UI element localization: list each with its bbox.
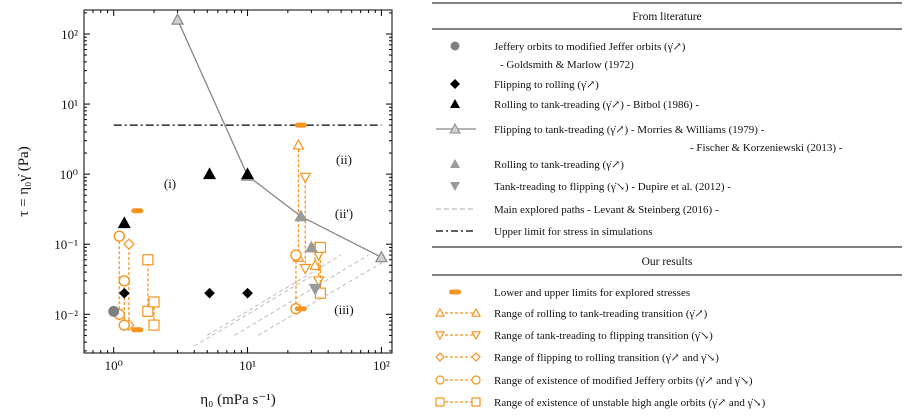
rolling-tank-bitbol-point [241, 167, 255, 180]
stress-limit-bar [294, 122, 307, 128]
flipping-tank-point [374, 250, 388, 263]
explored-path-line [194, 275, 312, 347]
legend-triangle-down-icon [450, 182, 460, 191]
legend-result-entry: Range of existence of modified Jeffery o… [494, 375, 753, 387]
x-tick-label: 10⁰ [105, 358, 123, 373]
legend-triangle-icon [450, 99, 460, 108]
legend-literature-entry: Rolling to tank-treading (γ̇↗) - Bitbol … [494, 99, 699, 111]
rolling-tank-bitbol-point [203, 167, 217, 180]
legend-literature-entry: Flipping to tank-treading (γ̇↗) - Morrie… [494, 124, 765, 136]
y-tick-label: 10⁻² [54, 307, 78, 322]
legend-results-header: Our results [642, 256, 693, 268]
region-label: (ii) [336, 152, 352, 167]
y-tick-label: 10⁰ [60, 167, 78, 182]
tank-flipping-range-lower [312, 276, 325, 288]
legend-tri-down-icon [434, 331, 446, 341]
explored-path-line [257, 259, 388, 336]
region-label: (ii') [335, 206, 353, 221]
legend-result-entry: Range of tank-treading to flipping trans… [494, 330, 713, 342]
legend-tri-down-icon [470, 331, 482, 341]
legend-literature-entry: Main explored paths - Levant & Steinberg… [494, 204, 719, 216]
tank-flipping-range-lower [299, 263, 312, 275]
legend-literature-header: From literature [632, 11, 701, 23]
y-tick-label: 10⁻¹ [54, 237, 78, 252]
stress-limit-bar [131, 208, 144, 214]
rolling-tank-range-lower [309, 259, 322, 270]
stress-limit-bar [294, 306, 307, 312]
unstable-range-lower [148, 319, 160, 331]
unstable-range-upper [314, 241, 326, 254]
region-label: (iii) [334, 302, 354, 317]
legend-literature-entry: Tank-treading to flipping (γ̇↘) - Dupire… [494, 181, 731, 193]
legend-circle-icon [450, 41, 460, 51]
legend-literature-entry: Upper limit for stress in simulations [494, 226, 653, 238]
flipping-rolling-point [242, 287, 253, 299]
legend-tri-up-icon [470, 307, 482, 317]
rolling-tank-point [294, 209, 308, 222]
plot-area: 10⁰ 10¹ 10² 10⁻² 10⁻¹ 10⁰ 10¹ 10² η₀ (mPa s⁻¹) τ … [16, 9, 393, 408]
unstable-range-upper [142, 254, 154, 266]
flipping-tank-point [171, 12, 185, 25]
jeffery-point [108, 305, 120, 317]
flipping-rolling-point [118, 287, 130, 299]
legend-diamond-icon [450, 79, 460, 89]
tank-flipping-range-upper [299, 172, 312, 184]
legend-triangle-icon [450, 159, 460, 168]
jeffery-range-upper [290, 249, 302, 261]
x-tick-label: 10² [373, 358, 390, 373]
legend-literature-entry: Rolling to tank-treading (γ̇↗) [494, 159, 624, 171]
legend-square-icon [435, 397, 445, 407]
jeffery-range-lower [118, 319, 130, 331]
legend-tri-up-icon [434, 307, 446, 317]
region-label: (i) [164, 176, 176, 191]
unstable-range-lower [142, 305, 154, 317]
rolling-tank-point [304, 240, 318, 253]
legend-result-entry: Range of existence of unstable high angl… [494, 397, 766, 409]
jeffery-range-upper [118, 275, 130, 287]
legend-panel: From literature Jeffery orbits to modifie… [432, 2, 902, 409]
plot-frame [83, 9, 393, 354]
legend-circle-icon [471, 375, 481, 385]
legend-literature-entry: - Goldsmith & Marlow (1972) [500, 59, 634, 71]
rolling-tank-bitbol-point [117, 216, 131, 229]
legend-square-icon [471, 397, 481, 407]
tank-flipping-point [308, 283, 322, 296]
flipping-rolling-range-upper [123, 238, 135, 251]
y-tick-label: 10¹ [61, 97, 78, 112]
legend-result-entry: Range of rolling to tank-treading transi… [494, 308, 708, 320]
legend-literature-entry: Flipping to rolling (γ̇↗) [494, 79, 599, 91]
legend-diamond-icon [435, 352, 445, 362]
jeffery-range-upper [113, 230, 125, 242]
unstable-range-upper [148, 296, 160, 308]
explored-path-line [234, 254, 369, 336]
legend-bar-icon [449, 289, 461, 295]
explored-path-line [206, 254, 342, 336]
stress-limit-bar [131, 327, 144, 333]
flipping-rolling-point [204, 287, 215, 299]
y-tick-label: 10² [61, 27, 78, 42]
rolling-tank-range-upper [292, 138, 305, 150]
y-axis-label: τ = η₀γ̇ (Pa) [16, 146, 32, 216]
flipping-tank-line [176, 19, 382, 258]
legend-circle-icon [435, 375, 445, 385]
legend-literature-entry: Jeffery orbits to modified Jeffer orbits… [494, 41, 686, 53]
legend-result-entry: Range of flipping to rolling transition … [494, 352, 719, 364]
legend-literature-entry: - Fischer & Korzeniewski (2013) - [690, 142, 843, 154]
legend-diamond-icon [471, 352, 481, 362]
legend-result-entry: Lower and upper limits for explored stre… [494, 287, 690, 299]
x-tick-label: 10¹ [239, 358, 256, 373]
x-axis-label: η₀ (mPa s⁻¹) [200, 392, 275, 408]
legend-triangle-icon [449, 122, 461, 134]
